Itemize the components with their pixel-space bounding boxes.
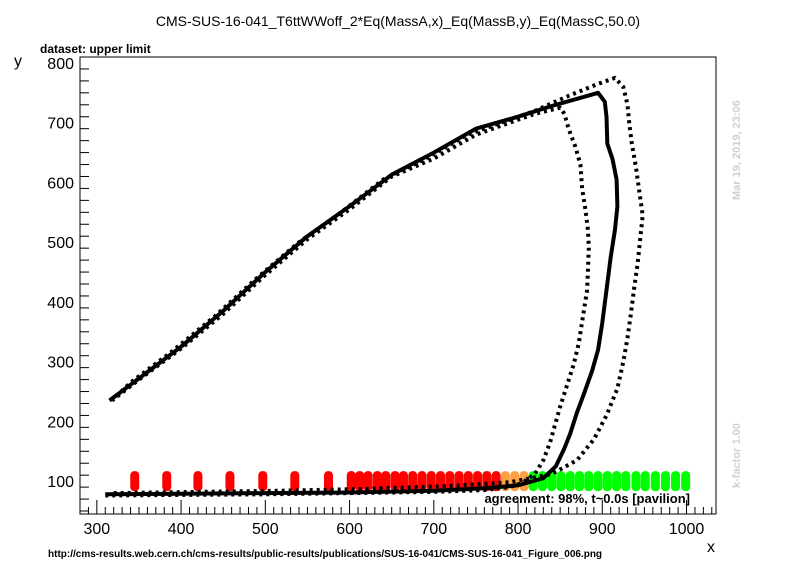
grid-point-excluded [193,471,203,492]
dataset-label: dataset: upper limit [40,42,151,56]
x-tick-label: 1000 [669,521,705,538]
grid-point-excluded [130,471,140,492]
grid-point-allowed [640,471,650,492]
y-tick-label: 500 [47,235,74,252]
grid-point-excluded [258,471,268,492]
grid-point-allowed [612,471,622,492]
grid-point-allowed [602,471,612,492]
x-tick-label: 500 [252,521,279,538]
kfactor-label: k-factor 1.00 [731,423,743,488]
grid-point-allowed [593,471,603,492]
plot-frame [79,56,717,515]
y-tick-label: 700 [47,116,74,133]
grid-point-allowed [631,471,641,492]
y-tick-label: 800 [47,56,74,73]
x-tick-label: 800 [505,521,532,538]
grid-point-allowed [621,471,631,492]
y-tick-label: 100 [47,474,74,491]
chart-title: CMS-SUS-16-041_T6ttWWoff_2*Eq(MassA,x)_E… [156,13,640,29]
x-tick-label: 400 [168,521,195,538]
grid-point-allowed [584,471,594,492]
footer-url: http://cms-results.web.cern.ch/cms-resul… [48,549,602,560]
limit-line-solid [105,90,620,497]
x-tick-label: 700 [420,521,447,538]
grid-point-allowed [650,471,660,492]
grid-point-allowed [681,471,691,492]
grid-point-allowed [660,471,670,492]
agreement-label: agreement: 98%, t~0.0s [pavilion] [484,491,690,506]
grid-point-excluded [363,471,373,492]
y-tick-label: 400 [47,295,74,312]
grid-point-excluded [346,471,356,492]
grid-point-allowed [671,471,681,492]
grid-point-excluded [225,471,235,492]
y-axis: 100 200 300 400 500 600 700 800 [47,56,89,512]
grid-points [130,471,691,492]
x-tick-label: 900 [589,521,616,538]
series-lines [105,75,645,498]
grid-point-excluded [290,471,300,492]
x-axis-label: x [707,539,715,556]
grid-point-excluded [473,471,483,492]
grid-point-excluded [355,471,365,492]
grid-point-excluded [324,471,334,492]
grid-point-excluded [390,471,400,492]
grid-point-allowed [565,471,575,492]
y-axis-label: y [14,53,22,70]
grid-point-excluded [162,471,172,492]
y-tick-label: 300 [47,355,74,372]
y-tick-label: 600 [47,175,74,192]
x-axis: 300 400 500 600 700 800 900 1000 [79,500,713,538]
grid-point-allowed [575,471,585,492]
limit-line-dotted [112,75,645,496]
grid-point-allowed [556,471,566,492]
grid-point-excluded [372,471,382,492]
x-tick-label: 600 [336,521,363,538]
x-tick-label: 300 [83,521,110,538]
timestamp-label: Mar 19, 2019, 23:06 [731,100,743,200]
limit-line-dotted [105,105,591,498]
y-tick-label: 200 [47,414,74,431]
